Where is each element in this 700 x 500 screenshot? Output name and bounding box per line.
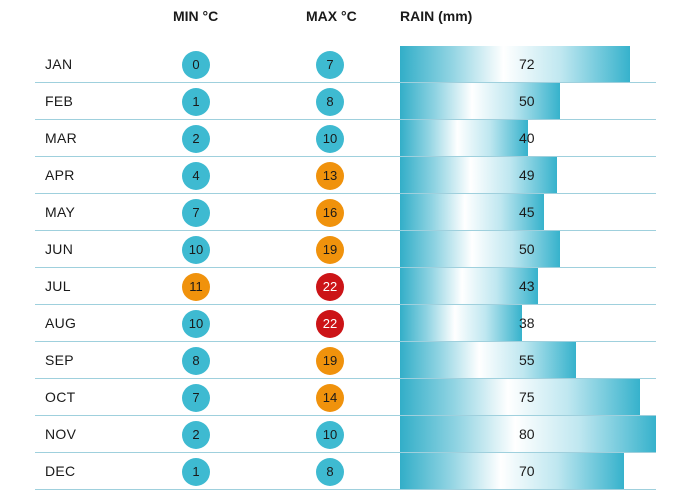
- min-temp-badge: 7: [182, 384, 210, 412]
- min-temp-badge: 2: [182, 125, 210, 153]
- min-temp-badge: 2: [182, 421, 210, 449]
- month-label: DEC: [45, 463, 76, 479]
- min-temp-badge: 1: [182, 88, 210, 116]
- max-temp-badge: 14: [316, 384, 344, 412]
- month-label: JAN: [45, 56, 73, 72]
- rain-bar: [400, 379, 640, 415]
- row-divider: [35, 378, 656, 379]
- max-temp-badge: 10: [316, 125, 344, 153]
- table-row: JAN 0 7 72: [35, 46, 656, 83]
- row-divider: [35, 193, 656, 194]
- month-label: JUL: [45, 278, 71, 294]
- max-temp-badge: 22: [316, 273, 344, 301]
- min-temp-header: MIN °C: [173, 8, 219, 24]
- row-divider: [35, 415, 656, 416]
- row-divider: [35, 156, 656, 157]
- month-label: MAR: [45, 130, 78, 146]
- rain-bar: [400, 453, 624, 489]
- rain-value: 50: [519, 93, 535, 109]
- row-divider: [35, 489, 656, 490]
- row-divider: [35, 341, 656, 342]
- rain-header: RAIN (mm): [400, 8, 473, 24]
- rain-value: 75: [519, 389, 535, 405]
- min-temp-badge: 4: [182, 162, 210, 190]
- max-temp-badge: 13: [316, 162, 344, 190]
- rain-value: 55: [519, 352, 535, 368]
- rain-bar: [400, 120, 528, 156]
- rain-value: 80: [519, 426, 535, 442]
- rain-value: 49: [519, 167, 535, 183]
- rain-value: 45: [519, 204, 535, 220]
- rain-bar: [400, 83, 560, 119]
- table-row: MAY 7 16 45: [35, 194, 656, 231]
- row-divider: [35, 452, 656, 453]
- rain-bar: [400, 416, 656, 452]
- max-temp-badge: 16: [316, 199, 344, 227]
- min-temp-badge: 8: [182, 347, 210, 375]
- min-temp-badge: 7: [182, 199, 210, 227]
- min-temp-badge: 0: [182, 51, 210, 79]
- table-row: OCT 7 14 75: [35, 379, 656, 416]
- month-label: OCT: [45, 389, 76, 405]
- table-row: SEP 8 19 55: [35, 342, 656, 379]
- max-temp-badge: 19: [316, 347, 344, 375]
- month-label: JUN: [45, 241, 74, 257]
- min-temp-badge: 1: [182, 458, 210, 486]
- row-divider: [35, 304, 656, 305]
- table-row: AUG 10 22 38: [35, 305, 656, 342]
- rain-value: 50: [519, 241, 535, 257]
- month-label: MAY: [45, 204, 76, 220]
- rain-bar: [400, 231, 560, 267]
- table-row: FEB 1 8 50: [35, 83, 656, 120]
- rain-value: 38: [519, 315, 535, 331]
- rain-value: 40: [519, 130, 535, 146]
- month-label: SEP: [45, 352, 74, 368]
- rain-bar: [400, 194, 544, 230]
- max-temp-badge: 22: [316, 310, 344, 338]
- table-row: JUN 10 19 50: [35, 231, 656, 268]
- rain-bar: [400, 305, 522, 341]
- rain-bar: [400, 268, 538, 304]
- rain-value: 43: [519, 278, 535, 294]
- table-row: APR 4 13 49: [35, 157, 656, 194]
- rain-bar: [400, 157, 557, 193]
- month-label: APR: [45, 167, 75, 183]
- row-divider: [35, 267, 656, 268]
- rain-bar: [400, 46, 630, 82]
- month-label: FEB: [45, 93, 74, 109]
- row-divider: [35, 119, 656, 120]
- max-temp-header: MAX °C: [306, 8, 357, 24]
- table-row: JUL 11 22 43: [35, 268, 656, 305]
- max-temp-badge: 10: [316, 421, 344, 449]
- rain-value: 70: [519, 463, 535, 479]
- min-temp-badge: 10: [182, 310, 210, 338]
- max-temp-badge: 19: [316, 236, 344, 264]
- table-row: NOV 2 10 80: [35, 416, 656, 453]
- rain-value: 72: [519, 56, 535, 72]
- min-temp-badge: 10: [182, 236, 210, 264]
- month-label: NOV: [45, 426, 77, 442]
- max-temp-badge: 7: [316, 51, 344, 79]
- row-divider: [35, 230, 656, 231]
- max-temp-badge: 8: [316, 458, 344, 486]
- table-row: DEC 1 8 70: [35, 453, 656, 490]
- rain-bar: [400, 342, 576, 378]
- table-row: MAR 2 10 40: [35, 120, 656, 157]
- max-temp-badge: 8: [316, 88, 344, 116]
- row-divider: [35, 82, 656, 83]
- min-temp-badge: 11: [182, 273, 210, 301]
- month-label: AUG: [45, 315, 77, 331]
